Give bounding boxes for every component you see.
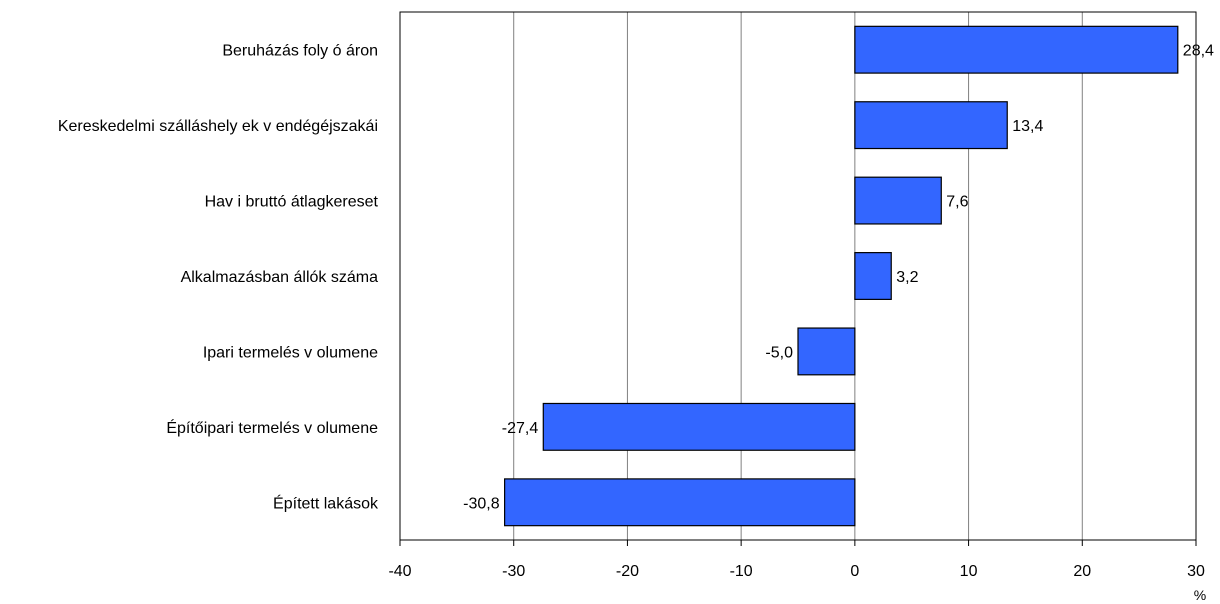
x-tick-label: 20 [1073, 563, 1091, 580]
bars [504, 25, 1179, 527]
bar [854, 176, 942, 225]
bar [854, 252, 892, 300]
x-tick-label: -20 [616, 563, 639, 580]
x-tick-label: -30 [502, 563, 525, 580]
category-label: Kereskedelmi szálláshely ek v endégéjsza… [58, 118, 378, 135]
gridlines [513, 12, 1083, 540]
category-label: Épített lakások [273, 493, 379, 512]
category-label: Hav i bruttó átlagkereset [205, 194, 379, 211]
x-axis: -40 -30 -20 -10 0 10 20 30 [388, 540, 1205, 580]
data-label: 3,2 [896, 269, 918, 286]
x-tick-label: 0 [850, 563, 859, 580]
bar [797, 327, 856, 376]
data-label: -5,0 [765, 344, 793, 361]
data-label: 28,4 [1183, 43, 1214, 60]
data-label: 13,4 [1012, 118, 1043, 135]
category-label: Beruházás foly ó áron [222, 43, 378, 60]
data-label: -27,4 [502, 420, 539, 437]
category-label: Alkalmazásban állók száma [181, 269, 379, 286]
data-labels: 28,4 13,4 7,6 3,2 -5,0 -27,4 -30,8 [463, 43, 1214, 513]
x-tick-label: 10 [960, 563, 978, 580]
data-label: 7,6 [946, 194, 968, 211]
bar [504, 478, 856, 527]
x-tick-label: -10 [730, 563, 753, 580]
bar [854, 101, 1008, 150]
bar [542, 402, 856, 451]
category-label: Építőipari termelés v olumene [166, 418, 378, 437]
plot-area [399, 11, 1197, 541]
category-label: Ipari termelés v olumene [203, 344, 378, 361]
category-labels: Beruházás foly ó áron Kereskedelmi szállá… [58, 43, 379, 513]
data-label: -30,8 [463, 495, 500, 512]
x-tick-label: 30 [1187, 563, 1205, 580]
x-axis-unit: % [1194, 587, 1206, 603]
x-tick-label: -40 [388, 563, 411, 580]
bar [854, 25, 1179, 74]
